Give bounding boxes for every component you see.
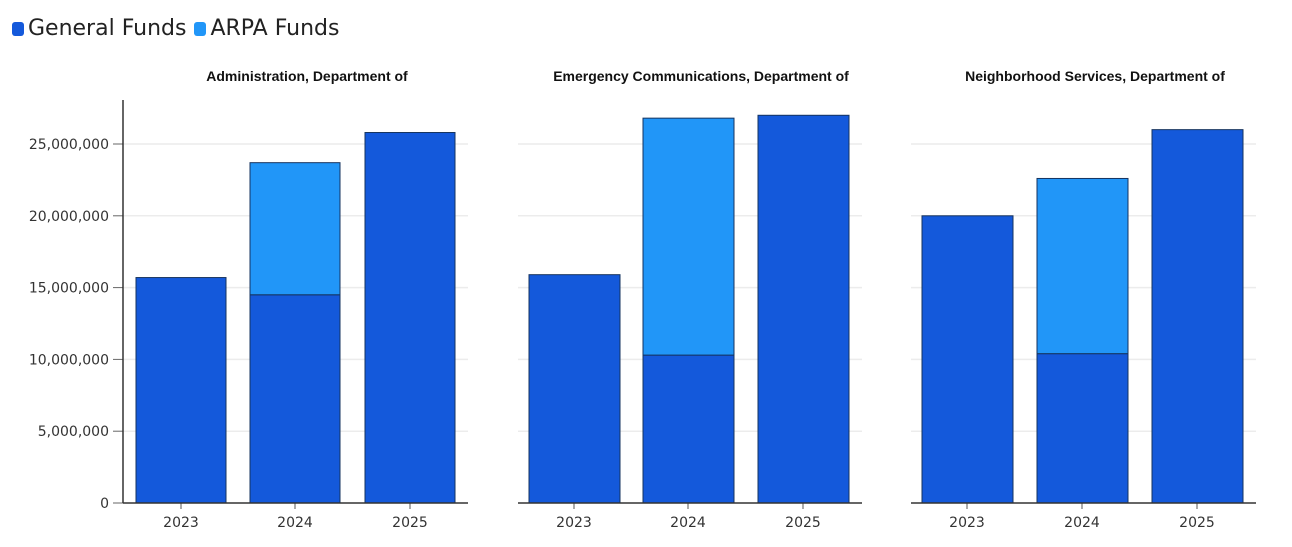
x-tick-label: 2024 <box>277 515 313 531</box>
chart-legend: General Funds ARPA Funds <box>12 16 341 41</box>
x-tick-label: 2025 <box>785 515 821 531</box>
legend-item-arpa-funds[interactable]: ARPA Funds <box>194 16 339 41</box>
bar-general-funds-2025[interactable] <box>364 132 456 504</box>
y-tick-label: 15,000,000 <box>29 281 109 297</box>
bar-arpa-funds-2024[interactable] <box>642 117 735 356</box>
x-tick-label: 2024 <box>670 515 706 531</box>
legend-swatch-arpa-funds <box>194 21 207 36</box>
bar-general-funds-2023[interactable] <box>921 215 1014 504</box>
bar-general-funds-2024[interactable] <box>642 354 735 504</box>
chart-panel-3: Neighborhood Services, Department of 2023… <box>911 68 1256 531</box>
legend-item-general-funds[interactable]: General Funds <box>12 16 186 41</box>
bar-general-funds-2024[interactable] <box>249 294 341 504</box>
legend-swatch-general-funds <box>12 21 24 36</box>
bar-general-funds-2023[interactable] <box>528 274 621 504</box>
panel-title: Neighborhood Services, Department of <box>965 68 1225 84</box>
x-tick-label: 2023 <box>949 515 985 531</box>
panel-title: Emergency Communications, Department of <box>553 68 849 84</box>
x-tick-label: 2025 <box>1179 515 1215 531</box>
y-tick-label: 5,000,000 <box>38 424 109 440</box>
panel-title: Administration, Department of <box>206 68 408 84</box>
x-tick-label: 2024 <box>1064 515 1100 531</box>
y-tick-label: 10,000,000 <box>29 352 109 368</box>
bar-general-funds-2025[interactable] <box>757 114 850 504</box>
x-tick-label: 2025 <box>392 515 428 531</box>
bar-general-funds-2025[interactable] <box>1151 129 1244 504</box>
legend-label-arpa-funds: ARPA Funds <box>210 16 340 41</box>
bar-general-funds-2023[interactable] <box>135 277 227 504</box>
chart-panel-1: Administration, Department of 2023 2024 202… <box>122 68 468 531</box>
bar-arpa-funds-2024[interactable] <box>1036 177 1129 355</box>
y-tick-label: 20,000,000 <box>29 209 109 225</box>
y-tick-label: 25,000,000 <box>29 137 109 153</box>
legend-label-general-funds: General Funds <box>28 16 187 41</box>
y-tick-label: 0 <box>100 496 109 512</box>
chart-panel-2: Emergency Communications, Department of 2… <box>518 68 862 531</box>
x-tick-label: 2023 <box>163 515 199 531</box>
x-tick-label: 2023 <box>556 515 592 531</box>
bar-general-funds-2024[interactable] <box>1036 353 1129 504</box>
bar-arpa-funds-2024[interactable] <box>249 162 341 296</box>
